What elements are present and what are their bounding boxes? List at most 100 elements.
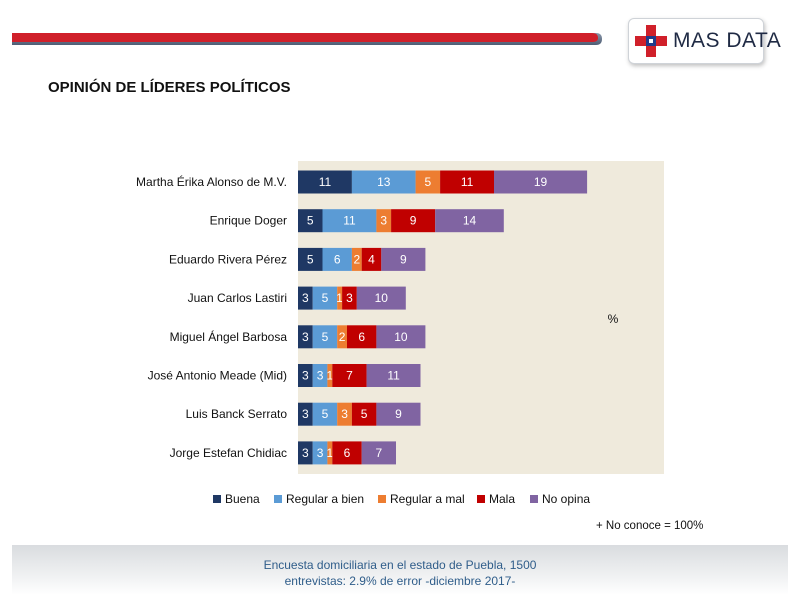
bar-segment: [440, 170, 494, 194]
unit-label: %: [608, 312, 619, 326]
category-label: Jorge Estefan Chidiac: [170, 446, 287, 460]
data-label: 3: [302, 291, 309, 305]
data-label: 5: [322, 407, 329, 421]
bar-segment: [494, 170, 588, 194]
legend-label: No opina: [542, 492, 590, 506]
data-label: 5: [322, 330, 329, 344]
bar-segment: [298, 402, 313, 426]
category-label: José Antonio Meade (Mid): [148, 369, 287, 383]
bar-segment: [312, 364, 328, 387]
bar-segment: [361, 441, 396, 465]
bar-segment: [298, 325, 313, 349]
legend-label: Buena: [225, 492, 260, 506]
data-label: 14: [463, 214, 477, 228]
header-stripe: [12, 33, 602, 45]
category-label: Eduardo Rivera Pérez: [169, 252, 287, 266]
source-note: Encuesta domiciliaria en el estado de Pu…: [12, 557, 788, 589]
data-label: 6: [344, 446, 351, 460]
data-label: 5: [425, 175, 432, 189]
bar-segment: [327, 364, 333, 387]
bar-segment: [298, 247, 323, 271]
bar-segment: [376, 325, 426, 349]
bar-segment: [376, 209, 392, 233]
bar-segment: [332, 441, 362, 465]
bar-segment: [298, 209, 323, 233]
legend-swatch: [274, 495, 282, 503]
bar-segment: [351, 170, 416, 194]
bar-segment: [327, 441, 333, 465]
legend-swatch: [477, 495, 485, 503]
mas-data-logo: MAS DATA: [628, 18, 781, 64]
bar-segment: [312, 402, 338, 426]
data-label: 5: [307, 252, 314, 266]
page-title: OPINIÓN DE LÍDERES POLÍTICOS: [48, 79, 291, 96]
category-label: Enrique Doger: [210, 214, 287, 228]
data-label: 5: [361, 407, 368, 421]
data-label: 11: [343, 214, 356, 228]
data-label: 6: [358, 330, 365, 344]
data-label: 5: [307, 214, 314, 228]
category-label: Miguel Ángel Barbosa: [170, 329, 288, 344]
bar-segment: [347, 325, 377, 349]
bar-segment: [322, 209, 377, 233]
legend-label: Regular a mal: [390, 492, 465, 506]
data-label: 3: [302, 330, 309, 344]
source-line-2: entrevistas: 2.9% de error -diciembre 20…: [284, 574, 516, 588]
data-label: 10: [394, 330, 408, 344]
legend-swatch: [378, 495, 386, 503]
cross-logo-icon: [635, 25, 667, 57]
data-label: 5: [322, 291, 329, 305]
bar-segment: [322, 247, 352, 271]
bar-segment: [351, 247, 362, 271]
data-label: 10: [375, 291, 389, 305]
footnote: + No conoce = 100%: [596, 520, 704, 532]
bar-segment: [298, 441, 313, 465]
data-label: 9: [400, 252, 407, 266]
data-label: 3: [302, 369, 309, 383]
data-label: 9: [410, 214, 417, 228]
data-label: 11: [319, 175, 332, 189]
category-label: Juan Carlos Lastiri: [188, 291, 287, 305]
data-label: 3: [346, 291, 353, 305]
data-label: 3: [317, 446, 324, 460]
data-label: 7: [376, 446, 383, 460]
data-label: 11: [461, 175, 474, 189]
bar-segment: [312, 325, 338, 349]
footer-band: Encuesta domiciliaria en el estado de Pu…: [12, 545, 788, 595]
bar-segment: [415, 170, 441, 194]
data-label: 1: [327, 369, 334, 383]
category-label: Martha Érika Alonso de M.V.: [136, 174, 287, 189]
data-label: 9: [395, 407, 402, 421]
legend-label: Mala: [489, 492, 515, 506]
data-label: 4: [368, 252, 375, 266]
bar-segment: [312, 286, 338, 310]
bar-segment: [332, 364, 367, 387]
legend-swatch: [530, 495, 538, 503]
bar-segment: [376, 402, 421, 426]
source-line-1: Encuesta domiciliaria en el estado de Pu…: [263, 558, 537, 572]
bar-segment: [381, 247, 426, 271]
bar-segment: [361, 247, 382, 271]
bar-segment: [312, 441, 328, 465]
bar-segment: [351, 402, 377, 426]
bar-segment: [366, 364, 421, 387]
bar-segment: [356, 286, 406, 310]
category-label: Luis Banck Serrato: [186, 407, 288, 421]
bar-segment: [391, 209, 436, 233]
data-label: 3: [341, 407, 348, 421]
data-label: 6: [334, 252, 341, 266]
bar-segment: [298, 364, 313, 387]
data-label: 1: [327, 446, 334, 460]
data-label: 11: [387, 369, 400, 383]
data-label: 3: [302, 407, 309, 421]
bar-segment: [342, 286, 357, 310]
bar-segment: [298, 170, 352, 194]
bar-segment: [337, 402, 352, 426]
bar-segment: [298, 286, 313, 310]
data-label: 3: [317, 369, 324, 383]
data-label: 2: [353, 252, 360, 266]
bar-segment: [435, 209, 504, 233]
logo-text: MAS DATA: [673, 29, 782, 52]
data-label: 3: [380, 214, 387, 228]
